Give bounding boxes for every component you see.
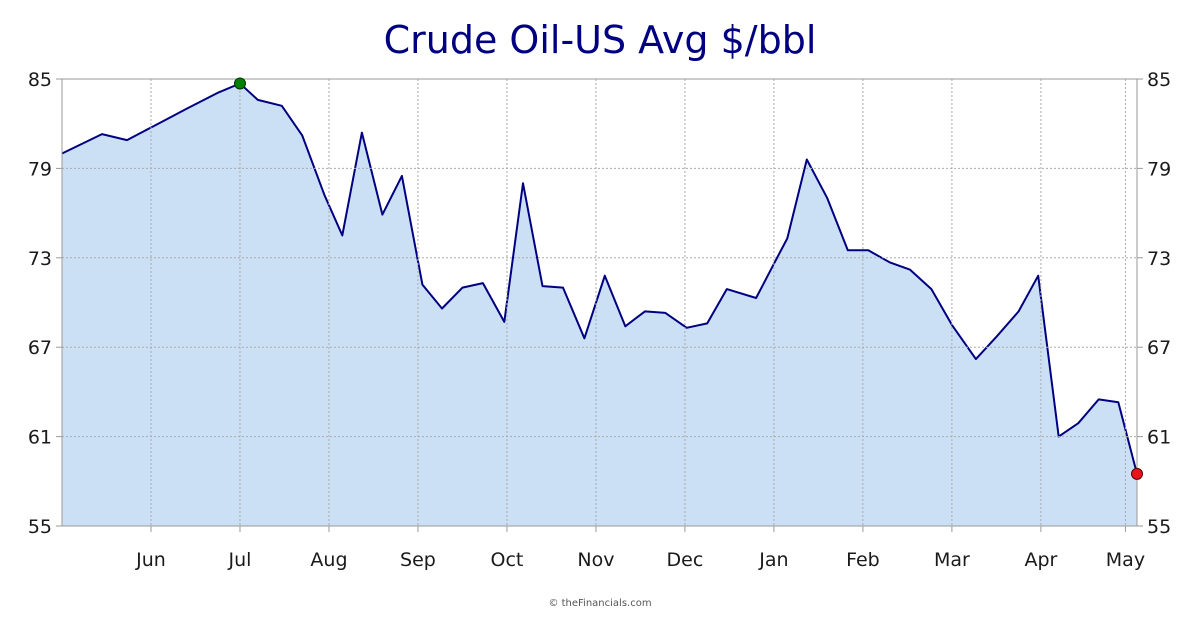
- y-tick-label-right: 85: [1147, 69, 1171, 91]
- y-tick-label-left: 67: [28, 337, 52, 359]
- y-tick-label-right: 73: [1147, 248, 1171, 270]
- x-tick-label: Aug: [310, 549, 347, 571]
- x-tick-label: May: [1106, 549, 1145, 571]
- x-tick-label: Feb: [846, 549, 880, 571]
- y-tick-label-left: 79: [28, 158, 52, 180]
- x-tick-label: Nov: [577, 549, 614, 571]
- x-tick-label: Sep: [400, 549, 436, 571]
- area-fill: [62, 83, 1137, 526]
- x-tick-label: Jun: [135, 549, 166, 571]
- low-point-marker: [1131, 467, 1143, 480]
- high-point-marker: [233, 77, 246, 90]
- x-tick-label: Dec: [667, 549, 704, 571]
- tick-labels: 55 55 61 61 67 67 73 73 79 79 85 85 Jun Jul Aug Sep Oct N…: [28, 69, 1171, 571]
- x-tick-label: Jul: [228, 549, 252, 571]
- markers: [233, 77, 1143, 480]
- y-tick-label-right: 79: [1147, 158, 1171, 180]
- y-tick-label-left: 55: [28, 516, 52, 538]
- source-credit: © theFinancials.com: [548, 598, 652, 609]
- plot-area: [61, 82, 1138, 526]
- y-tick-label-left: 61: [28, 427, 52, 449]
- x-tick-label: Mar: [934, 549, 970, 571]
- y-tick-label-right: 61: [1147, 427, 1171, 449]
- y-tick-label-left: 85: [28, 69, 52, 91]
- y-tick-label-right: 55: [1147, 516, 1171, 538]
- y-tick-label-right: 67: [1147, 337, 1171, 359]
- x-tick-label: Apr: [1024, 549, 1057, 571]
- chart-title: Crude Oil-US Avg $/bbl: [383, 18, 817, 62]
- x-tick-label: Oct: [491, 549, 524, 571]
- y-tick-label-left: 73: [28, 248, 52, 270]
- x-tick-label: Jan: [758, 549, 788, 571]
